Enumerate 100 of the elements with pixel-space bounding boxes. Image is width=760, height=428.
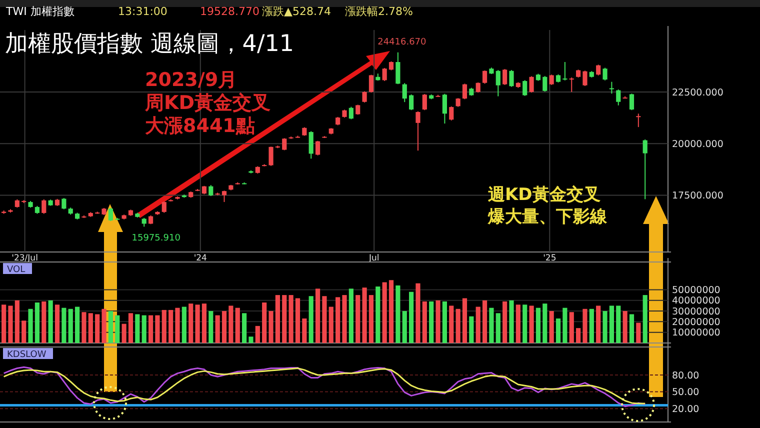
bar [142,315,146,343]
y-tick-label: 50.00 [672,387,700,398]
bar [516,304,520,343]
bar [222,311,227,343]
candlestick [569,77,574,92]
bar [74,306,80,343]
bar [162,310,166,343]
bar [235,308,240,343]
annotation: 爆大量、下影線 [487,207,608,227]
bar [68,308,73,343]
text: 漲跌幅2.78% [345,5,413,18]
bar [416,283,420,343]
candlestick [609,81,614,94]
candlestick [642,138,648,200]
candlestick [449,106,454,121]
chart-title: KDSLOW [7,350,46,360]
bar [442,301,447,343]
bar [282,295,287,343]
candlestick [482,70,488,84]
bar [422,301,427,343]
candlestick [542,76,548,92]
bar [642,295,648,343]
bar [102,308,106,343]
x-tick-label: '24 [194,254,207,264]
bar [148,315,154,343]
bar [456,308,460,343]
bar [576,328,581,343]
bar [589,308,594,343]
bar [128,313,134,343]
bar [22,320,26,343]
chart-title: VOL [7,265,26,275]
bar [48,300,53,343]
y-tick-label: 17500.000 [672,190,724,202]
candlestick [476,82,480,94]
annotation: 大漲8441點 [145,115,255,137]
bar [536,308,541,343]
bar [328,306,334,343]
text: 13:31:00 [118,5,168,18]
bar [262,302,267,343]
bar [8,306,13,343]
candlestick [549,74,554,86]
candlestick [396,52,400,85]
candlestick [222,190,227,203]
candlestick [602,67,608,81]
bar [602,311,608,343]
y-tick-label: 20.00 [672,404,700,415]
bar [522,304,528,343]
candlestick [522,80,528,96]
bar [509,300,514,343]
bar [14,300,20,343]
bar [275,295,280,343]
bar [155,315,160,343]
bar [348,288,354,343]
bar [596,306,601,343]
annotation: 15975.910 [132,234,181,244]
y-tick-label: 20000.000 [672,138,724,150]
bar [122,324,126,343]
bar [242,313,247,343]
bar [308,296,314,343]
bar [489,308,494,343]
bar [469,316,474,343]
bar [135,314,140,343]
bar [88,313,93,343]
x-tick-label: '23/Jul [12,254,38,264]
y-tick-label: 10000000 [672,328,720,339]
candlestick [529,76,534,94]
bar [482,300,488,343]
bar [502,301,508,343]
bar [362,288,367,343]
y-tick-label: 50000000 [672,285,720,296]
bar [549,311,554,343]
bar [34,302,40,343]
candlestick [596,64,601,76]
bar [42,301,46,343]
bar [168,310,174,343]
candlestick [62,198,66,210]
bar [529,306,534,343]
x-tick-label: '25 [543,254,556,264]
bar [228,306,234,343]
candlestick [268,146,274,166]
bar [396,285,400,343]
bar [356,295,360,343]
bar [175,308,180,343]
bar [609,306,614,343]
bar [248,336,254,343]
bar [342,295,347,343]
candlestick [42,198,46,214]
candlestick [442,93,447,124]
candlestick [422,94,427,111]
bar [622,311,628,343]
candlestick [416,110,420,152]
y-tick-label: 80.00 [672,370,700,382]
candlestick [402,82,407,103]
candlestick [208,184,214,197]
bar [429,301,434,343]
text: 19528.770 [200,5,260,18]
bar [496,313,500,343]
bar [62,308,66,343]
bar [182,306,186,343]
bar [288,295,294,343]
